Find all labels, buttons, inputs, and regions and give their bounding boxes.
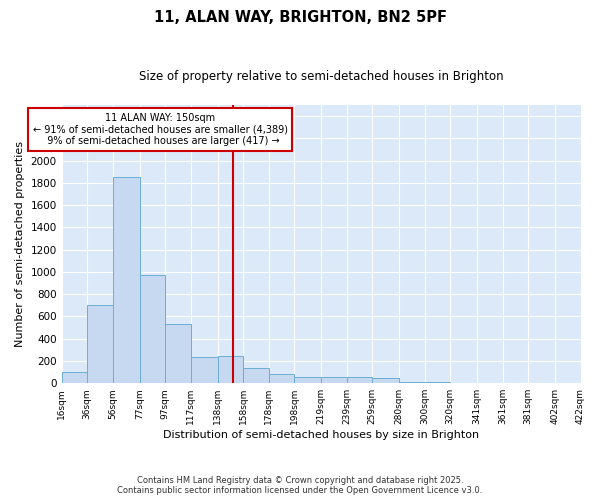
Bar xyxy=(399,382,425,383)
Bar xyxy=(218,356,243,383)
Title: Size of property relative to semi-detached houses in Brighton: Size of property relative to semi-detach… xyxy=(139,70,503,83)
Text: 11 ALAN WAY: 150sqm
← 91% of semi-detached houses are smaller (4,389)
  9% of se: 11 ALAN WAY: 150sqm ← 91% of semi-detach… xyxy=(32,113,287,146)
Bar xyxy=(425,382,450,383)
Bar xyxy=(243,368,269,383)
Bar xyxy=(269,374,294,383)
X-axis label: Distribution of semi-detached houses by size in Brighton: Distribution of semi-detached houses by … xyxy=(163,430,479,440)
Bar xyxy=(113,178,140,383)
Bar xyxy=(62,372,87,383)
Bar xyxy=(450,382,477,383)
Bar xyxy=(321,376,347,383)
Bar xyxy=(294,376,321,383)
Bar xyxy=(165,324,191,383)
Bar xyxy=(191,356,218,383)
Bar xyxy=(372,378,399,383)
Y-axis label: Number of semi-detached properties: Number of semi-detached properties xyxy=(15,141,25,347)
Bar xyxy=(140,274,165,383)
Bar xyxy=(347,376,372,383)
Text: Contains HM Land Registry data © Crown copyright and database right 2025.
Contai: Contains HM Land Registry data © Crown c… xyxy=(118,476,482,495)
Bar xyxy=(87,306,113,383)
Text: 11, ALAN WAY, BRIGHTON, BN2 5PF: 11, ALAN WAY, BRIGHTON, BN2 5PF xyxy=(154,10,446,25)
